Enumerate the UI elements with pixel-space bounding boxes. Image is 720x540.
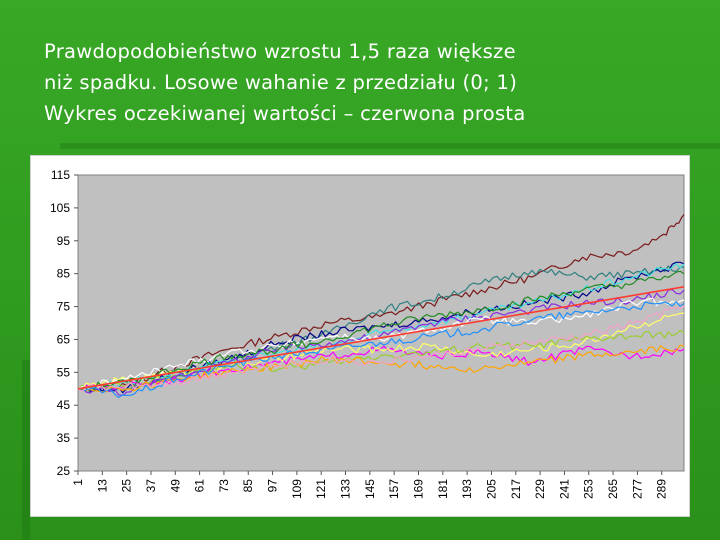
x-tick-label: 1 — [71, 479, 85, 486]
series-line-14 — [77, 286, 685, 390]
series-line-5 — [77, 345, 685, 392]
x-tick-label: 37 — [144, 479, 158, 493]
x-tick-label: 253 — [582, 479, 596, 499]
series-line-12 — [77, 301, 685, 398]
y-tick-label: 95 — [57, 234, 71, 248]
series-line-11 — [77, 270, 685, 391]
x-tick-label: 13 — [95, 479, 109, 493]
x-tick-label: 157 — [387, 479, 401, 499]
decorative-band — [60, 143, 720, 149]
y-tick-label: 35 — [57, 431, 71, 445]
y-tick-label: 75 — [57, 300, 71, 314]
plot-area — [77, 174, 685, 472]
slide-title: Prawdopodobieństwo wzrostu 1,5 raza więk… — [44, 36, 704, 129]
x-tick-label: 205 — [484, 479, 498, 499]
x-tick-label: 109 — [290, 479, 304, 499]
x-tick-label: 193 — [460, 479, 474, 499]
y-tick-label: 65 — [57, 332, 71, 346]
x-tick-label: 229 — [533, 479, 547, 499]
y-tick-label: 45 — [57, 398, 71, 412]
x-tick-label: 73 — [217, 479, 231, 493]
x-tick-label: 277 — [630, 479, 644, 499]
x-tick-label: 49 — [168, 479, 182, 493]
x-tick-label: 289 — [655, 479, 669, 499]
series-line-9 — [77, 297, 685, 390]
x-tick-label: 97 — [266, 479, 280, 493]
title-line-1: Prawdopodobieństwo wzrostu 1,5 raza więk… — [44, 40, 516, 63]
x-tick-label: 169 — [411, 479, 425, 499]
y-tick-label: 25 — [57, 464, 71, 478]
x-tick-label: 265 — [606, 479, 620, 499]
chart-container: 25 35 45 55 65 75 85 95 105 115 1 13 25 37 49 61 73 85 97 1… — [30, 155, 690, 517]
x-tick-label: 181 — [436, 479, 450, 499]
series-line-13 — [77, 306, 685, 392]
x-tick-label: 241 — [557, 479, 571, 499]
x-tick-label: 145 — [363, 479, 377, 499]
x-tick-label: 217 — [509, 479, 523, 499]
line-chart: 25 35 45 55 65 75 85 95 105 115 1 13 25 37 49 61 73 85 97 1… — [50, 168, 685, 499]
y-tick-label: 55 — [57, 365, 71, 379]
x-tick-label: 85 — [241, 479, 255, 493]
y-tick-label: 105 — [50, 201, 70, 215]
x-tick-label: 61 — [193, 479, 207, 493]
decorative-bar — [22, 360, 30, 540]
title-line-3: Wykres oczekiwanej wartości – czerwona p… — [44, 102, 526, 125]
x-tick-label: 25 — [120, 479, 134, 493]
x-tick-label: 133 — [339, 479, 353, 499]
series-line-2 — [77, 265, 684, 394]
x-tick-label: 121 — [314, 479, 328, 499]
y-tick-label: 85 — [57, 267, 71, 281]
series-line-8 — [77, 289, 685, 396]
y-tick-label: 115 — [51, 168, 70, 182]
title-line-2: niż spadku. Losowe wahanie z przedziału … — [44, 71, 518, 94]
